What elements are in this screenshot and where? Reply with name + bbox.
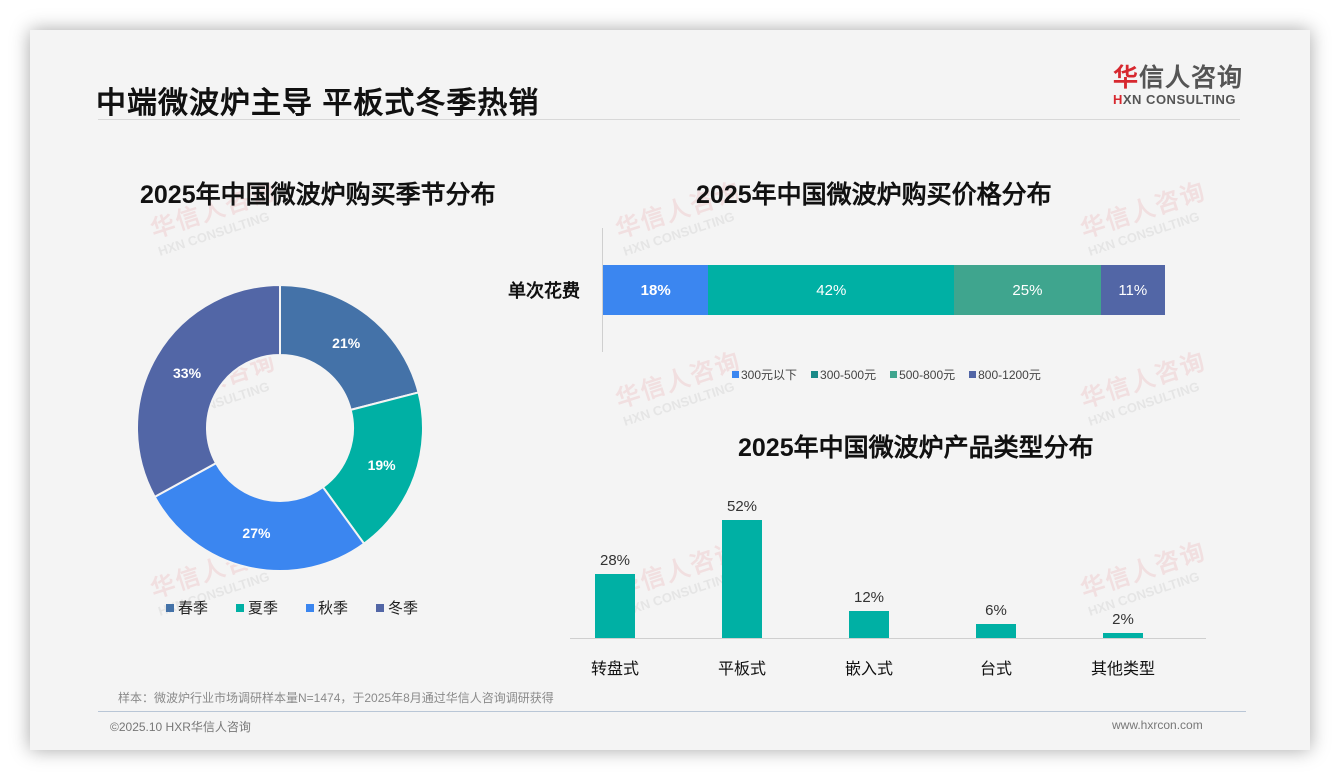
legend-swatch-icon: [811, 371, 819, 378]
type-chart-title: 2025年中国微波炉产品类型分布: [738, 434, 1094, 462]
type-bar: [1103, 633, 1143, 638]
donut-value-label: 27%: [242, 525, 271, 542]
footer-divider: [98, 711, 1246, 712]
legend-label: 秋季: [318, 600, 349, 617]
legend-swatch-icon: [166, 603, 174, 612]
legend-item: 800-1200元: [969, 366, 1041, 383]
logo-cn-red: 华: [1113, 64, 1140, 92]
price-segment: 18%: [603, 265, 709, 315]
price-segment: 25%: [954, 265, 1101, 315]
legend-item: 500-800元: [890, 366, 955, 383]
donut-slice-0: [279, 283, 420, 412]
price-chart-axis: [602, 228, 603, 352]
donut-value-label: 19%: [367, 456, 396, 473]
page-title: 中端微波炉主导 平板式冬季热销: [96, 87, 540, 120]
legend-item: 300-500元: [811, 366, 876, 383]
bar-category-label: 台式: [979, 661, 1012, 678]
bar-category-label: 平板式: [717, 661, 766, 678]
legend-label: 300元以下: [741, 368, 798, 382]
logo-cn-rest: 信人咨询: [1139, 64, 1244, 92]
legend-label: 冬季: [388, 600, 419, 617]
legend-label: 春季: [178, 600, 209, 617]
type-bar: [849, 610, 889, 638]
legend-item: 冬季: [376, 597, 418, 618]
logo-chinese: 华信人咨询: [1113, 64, 1243, 92]
bar-category-label: 嵌入式: [844, 661, 893, 678]
legend-label: 300-500元: [820, 368, 877, 382]
legend-item: 春季: [166, 597, 208, 618]
bar-category-label: 其他类型: [1090, 661, 1155, 678]
legend-label: 500-800元: [899, 368, 956, 382]
donut-slice-2: [153, 461, 366, 572]
type-bar: [976, 624, 1016, 638]
sample-note: 样本：微波炉行业市场调研样本量N=1474，于2025年8月通过华信人咨询调研获…: [118, 691, 554, 705]
legend-swatch-icon: [306, 603, 315, 612]
bar-value-label: 28%: [599, 552, 631, 570]
price-segment: 42%: [708, 265, 955, 315]
price-stacked-bar: 18% 42% 25% 11%: [603, 265, 1165, 315]
bar-category-label: 转盘式: [590, 661, 639, 678]
logo-english: HXN CONSULTING: [1113, 92, 1243, 107]
bar-value-label: 2%: [1112, 611, 1134, 629]
logo-en-rest: XN CONSULTING: [1122, 92, 1237, 107]
legend-item: 夏季: [236, 597, 278, 618]
legend-swatch-icon: [376, 603, 385, 612]
donut-value-label: 21%: [332, 334, 361, 351]
copyright-text: ©2025.10 HXR华信人咨询: [110, 720, 251, 734]
season-legend: 春季 夏季 秋季 冬季: [166, 597, 446, 618]
price-category-label: 单次花费: [508, 281, 580, 301]
type-bar: [722, 520, 762, 638]
website-link[interactable]: www.hxrcon.com: [1112, 718, 1203, 732]
type-chart-baseline: [570, 638, 1206, 639]
price-segment: 11%: [1100, 265, 1165, 315]
season-donut-chart: 21% 19% 27% 33%: [135, 283, 425, 573]
price-legend: 300元以下 300-500元 500-800元 800-1200元: [732, 366, 1055, 383]
title-divider: [98, 119, 1240, 120]
donut-value-label: 33%: [173, 365, 202, 382]
legend-item: 秋季: [306, 597, 348, 618]
legend-swatch-icon: [890, 371, 898, 378]
bar-value-label: 12%: [853, 588, 885, 606]
legend-item: 300元以下: [732, 366, 797, 383]
legend-label: 夏季: [248, 600, 279, 617]
type-bar: [595, 574, 635, 638]
donut-slice-1: [321, 391, 424, 546]
donut-svg: [136, 283, 424, 572]
donut-slice-3: [136, 283, 281, 499]
slide: 中端微波炉主导 平板式冬季热销 华信人咨询 HXN CONSULTING 华信人…: [30, 30, 1310, 750]
legend-swatch-icon: [236, 603, 245, 612]
legend-label: 800-1200元: [978, 368, 1041, 382]
bar-value-label: 6%: [985, 602, 1007, 620]
legend-swatch-icon: [969, 371, 977, 378]
company-logo: 华信人咨询 HXN CONSULTING: [1113, 64, 1243, 107]
bar-value-label: 52%: [726, 498, 758, 515]
logo-en-mark: H: [1113, 92, 1123, 107]
legend-swatch-icon: [732, 371, 739, 378]
price-chart-title: 2025年中国微波炉购买价格分布: [696, 181, 1052, 209]
season-chart-title: 2025年中国微波炉购买季节分布: [140, 181, 496, 209]
